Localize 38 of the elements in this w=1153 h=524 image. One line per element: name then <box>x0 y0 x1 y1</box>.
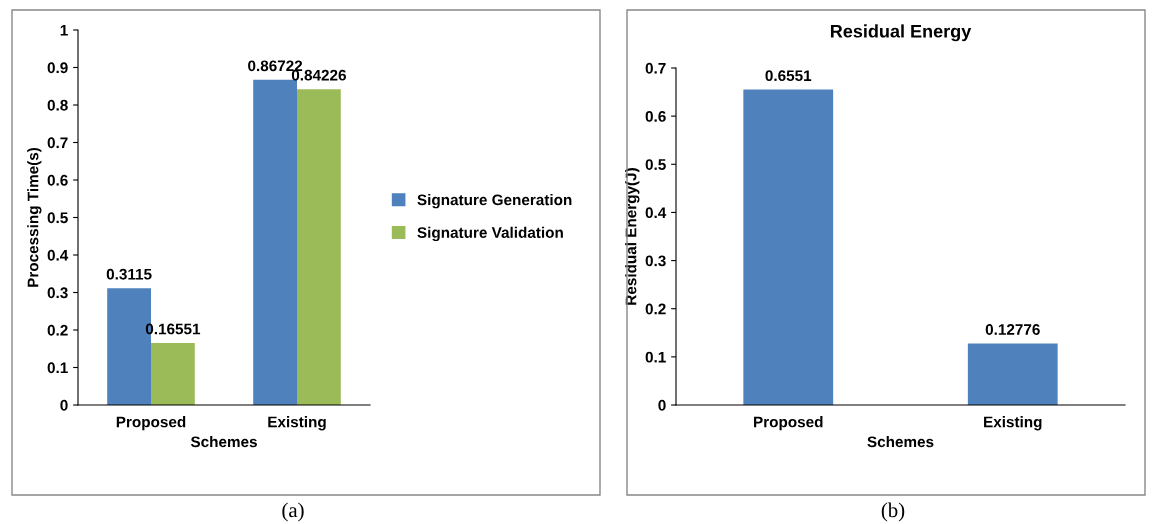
y-tick-label: 1 <box>60 25 68 36</box>
x-axis-title: Schemes <box>867 435 934 448</box>
y-tick-label: 0.7 <box>47 137 68 149</box>
y-axis-title: Processing Time(s) <box>27 147 42 287</box>
y-tick-label: 0.6 <box>645 111 666 122</box>
y-tick-label: 0.4 <box>645 207 667 219</box>
y-tick-label: 0.1 <box>47 362 68 374</box>
y-tick-label: 0.4 <box>47 249 69 261</box>
bar <box>151 342 195 405</box>
bar <box>297 89 341 405</box>
y-tick-label: 0.2 <box>645 303 666 315</box>
data-label: 0.6551 <box>765 70 812 82</box>
y-tick-label: 0.6 <box>47 174 68 186</box>
chart-title: Residual Energy <box>830 24 972 42</box>
y-axis-title: Residual Energy(J) <box>625 168 640 305</box>
data-label: 0.3115 <box>106 268 152 280</box>
bar <box>253 79 297 405</box>
x-tick-label: Existing <box>984 416 1042 431</box>
y-tick-label: 0.5 <box>645 159 666 170</box>
text: (a) <box>282 502 304 522</box>
x-tick-label: Proposed <box>116 416 186 431</box>
legend-label: Signature Generation <box>417 194 572 209</box>
x-axis-title: Schemes <box>190 435 257 448</box>
x-tick-label: Proposed <box>754 416 823 431</box>
y-tick-label: 0.7 <box>645 62 666 74</box>
y-tick-label: 0.3 <box>47 287 68 299</box>
x-tick-label: Existing <box>268 416 326 431</box>
y-tick-label: 0.1 <box>645 351 666 363</box>
y-tick-label: 0 <box>60 399 68 411</box>
y-tick-label: 0.5 <box>47 212 68 224</box>
y-tick-label: 0.2 <box>47 324 68 336</box>
data-label: 0.12776 <box>985 324 1040 335</box>
y-tick-label: 0 <box>658 399 666 411</box>
y-tick-label: 0.3 <box>645 255 666 267</box>
y-tick-label: 0.9 <box>47 62 68 74</box>
y-tick-label: 0.8 <box>47 99 68 111</box>
text: (b) <box>881 502 905 522</box>
legend-label: Signature Validation <box>417 226 563 242</box>
